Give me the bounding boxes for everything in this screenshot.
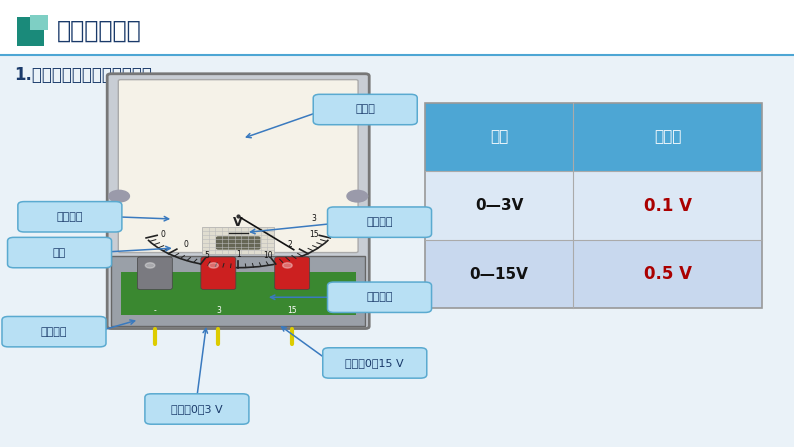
FancyBboxPatch shape <box>107 74 369 329</box>
Text: 量程为0～3 V: 量程为0～3 V <box>171 404 223 414</box>
FancyBboxPatch shape <box>2 316 106 347</box>
FancyBboxPatch shape <box>137 257 172 290</box>
Text: 0: 0 <box>183 240 189 249</box>
Text: 怎样测量电压: 怎样测量电压 <box>57 18 142 42</box>
Text: 0—3V: 0—3V <box>475 198 523 213</box>
Text: 负接线柱: 负接线柱 <box>40 327 67 337</box>
Text: 刻度盘: 刻度盘 <box>355 105 376 114</box>
FancyBboxPatch shape <box>327 282 432 312</box>
FancyBboxPatch shape <box>17 17 44 46</box>
FancyBboxPatch shape <box>425 171 762 240</box>
Text: 调零螺母: 调零螺母 <box>366 217 393 227</box>
Text: 量程: 量程 <box>490 130 508 144</box>
FancyBboxPatch shape <box>17 202 122 232</box>
Circle shape <box>209 263 218 268</box>
Text: 2: 2 <box>287 240 292 249</box>
Text: 量程为0～15 V: 量程为0～15 V <box>345 358 404 368</box>
FancyBboxPatch shape <box>30 15 48 30</box>
FancyBboxPatch shape <box>145 394 249 424</box>
Text: 15: 15 <box>287 306 297 316</box>
Text: 3: 3 <box>216 306 221 316</box>
FancyBboxPatch shape <box>201 257 236 290</box>
Text: 数值单位: 数值单位 <box>56 212 83 222</box>
Circle shape <box>145 263 155 268</box>
Text: 0.5 V: 0.5 V <box>644 265 692 283</box>
Text: 1.电压表：测量电压的仪器。: 1.电压表：测量电压的仪器。 <box>14 66 152 84</box>
FancyBboxPatch shape <box>121 272 356 315</box>
Text: 3: 3 <box>312 215 317 224</box>
FancyBboxPatch shape <box>7 237 111 268</box>
Text: 0—15V: 0—15V <box>469 267 529 282</box>
FancyBboxPatch shape <box>111 256 365 326</box>
Text: 15: 15 <box>309 229 318 239</box>
Text: 正接线柱: 正接线柱 <box>366 292 393 302</box>
FancyBboxPatch shape <box>118 80 358 253</box>
FancyBboxPatch shape <box>322 348 427 378</box>
FancyBboxPatch shape <box>216 236 260 250</box>
Circle shape <box>347 190 368 202</box>
Circle shape <box>109 190 129 202</box>
FancyBboxPatch shape <box>425 240 762 308</box>
Text: 0: 0 <box>160 229 165 239</box>
FancyBboxPatch shape <box>0 0 794 54</box>
Text: 1: 1 <box>236 250 241 259</box>
Text: -: - <box>153 306 156 316</box>
FancyBboxPatch shape <box>425 103 762 171</box>
FancyBboxPatch shape <box>327 207 432 237</box>
FancyBboxPatch shape <box>202 228 274 254</box>
Text: 5: 5 <box>205 251 210 260</box>
FancyBboxPatch shape <box>275 257 310 290</box>
Text: V: V <box>233 216 243 229</box>
Text: 0.1 V: 0.1 V <box>644 197 692 215</box>
Circle shape <box>283 263 292 268</box>
FancyBboxPatch shape <box>313 94 418 125</box>
Text: 10: 10 <box>264 251 273 260</box>
Text: 指针: 指针 <box>53 248 66 257</box>
Text: 分度值: 分度值 <box>654 130 681 144</box>
